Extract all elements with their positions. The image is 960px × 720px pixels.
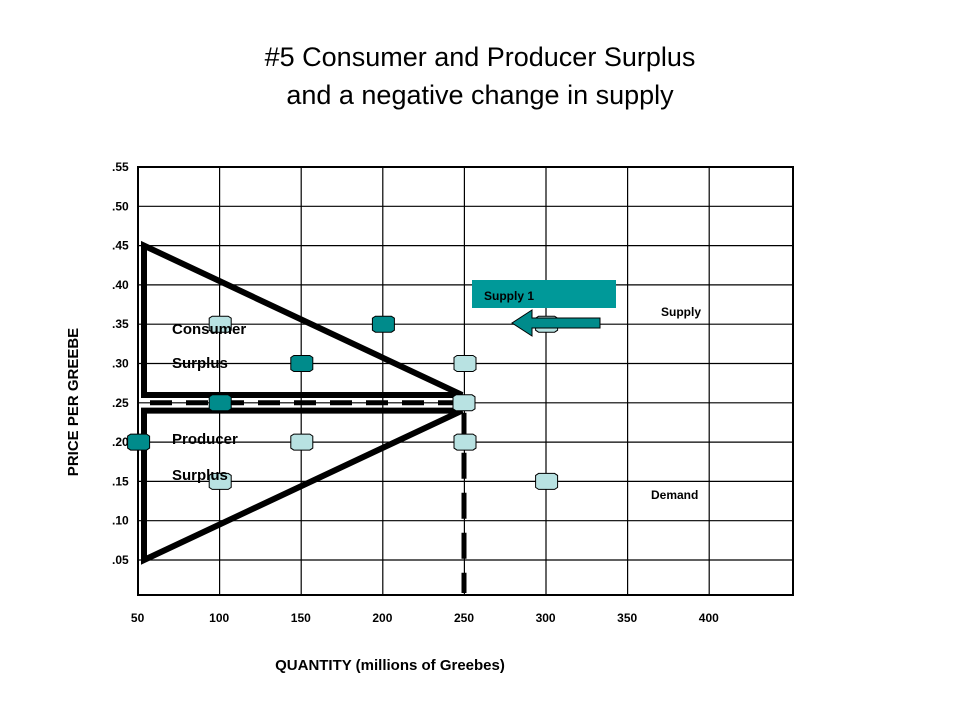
supply-1-point xyxy=(208,394,232,412)
demand-point xyxy=(208,472,232,490)
x-tick-label: 300 xyxy=(536,611,556,625)
supply-1-label: Supply 1 xyxy=(484,289,534,303)
y-tick-label: .15 xyxy=(112,474,129,488)
supply-curve-label: Supply xyxy=(661,305,701,319)
producer-surplus-label-2: Surplus xyxy=(172,467,228,484)
label-layer: Supply 1 Supply Demand Consumer Surplus Produ… xyxy=(172,280,701,502)
y-tick-label: .40 xyxy=(112,278,129,292)
grid-layer xyxy=(138,166,793,595)
y-tick-label: .35 xyxy=(112,317,129,331)
chart-title-line-1: #5 Consumer and Producer Surplus xyxy=(264,42,696,72)
x-axis-label: QUANTITY (millions of Greebes) xyxy=(275,657,505,674)
consumer-surplus-triangle xyxy=(141,240,464,398)
demand-curve-label: Demand xyxy=(651,488,698,502)
x-tick-label: 200 xyxy=(372,611,392,625)
supply-point xyxy=(290,433,314,451)
y-tick-label: .05 xyxy=(112,553,129,567)
supply-1-point xyxy=(290,355,314,372)
y-tick-label: .55 xyxy=(112,160,129,174)
supply-1-point xyxy=(127,433,151,451)
y-tick-label: .25 xyxy=(112,396,129,410)
supply-1-point xyxy=(371,315,395,333)
demand-point xyxy=(535,472,559,490)
demand-point xyxy=(208,315,232,333)
supply-1-box xyxy=(472,280,616,308)
x-tick-label: 50 xyxy=(131,611,145,625)
axis-layer: .05 .10 .15 .20 .25 .30 .35 .40 .45 .50 .55 50 100 15… xyxy=(112,160,794,625)
y-tick-label: .50 xyxy=(112,199,129,213)
x-tick-label: 350 xyxy=(617,611,637,625)
consumer-surplus-label-2: Surplus xyxy=(172,355,228,372)
y-tick-label: .10 xyxy=(112,514,129,528)
surplus-layer xyxy=(141,240,467,593)
y-axis-label: PRICE PER GREEBE xyxy=(65,328,82,476)
chart-title-line-2: and a negative change in supply xyxy=(286,80,674,110)
y-tick-label: .30 xyxy=(112,357,129,371)
producer-surplus-label-1: Producer xyxy=(172,431,238,448)
supply-point xyxy=(453,433,477,451)
consumer-surplus-label-1: Consumer xyxy=(172,321,246,338)
supply-point xyxy=(453,355,477,372)
x-tick-label: 150 xyxy=(291,611,311,625)
demand-point xyxy=(452,394,476,412)
x-tick-label: 400 xyxy=(699,611,719,625)
y-tick-label: .45 xyxy=(112,239,129,253)
producer-surplus-triangle xyxy=(141,407,464,565)
x-tick-label: 250 xyxy=(454,611,474,625)
plot-frame xyxy=(137,166,794,596)
x-tick-label: 100 xyxy=(209,611,229,625)
chart-title: #5 Consumer and Producer Surplus and a n… xyxy=(0,38,960,114)
y-tick-label: .20 xyxy=(112,435,129,449)
shift-left-arrow xyxy=(511,309,601,337)
